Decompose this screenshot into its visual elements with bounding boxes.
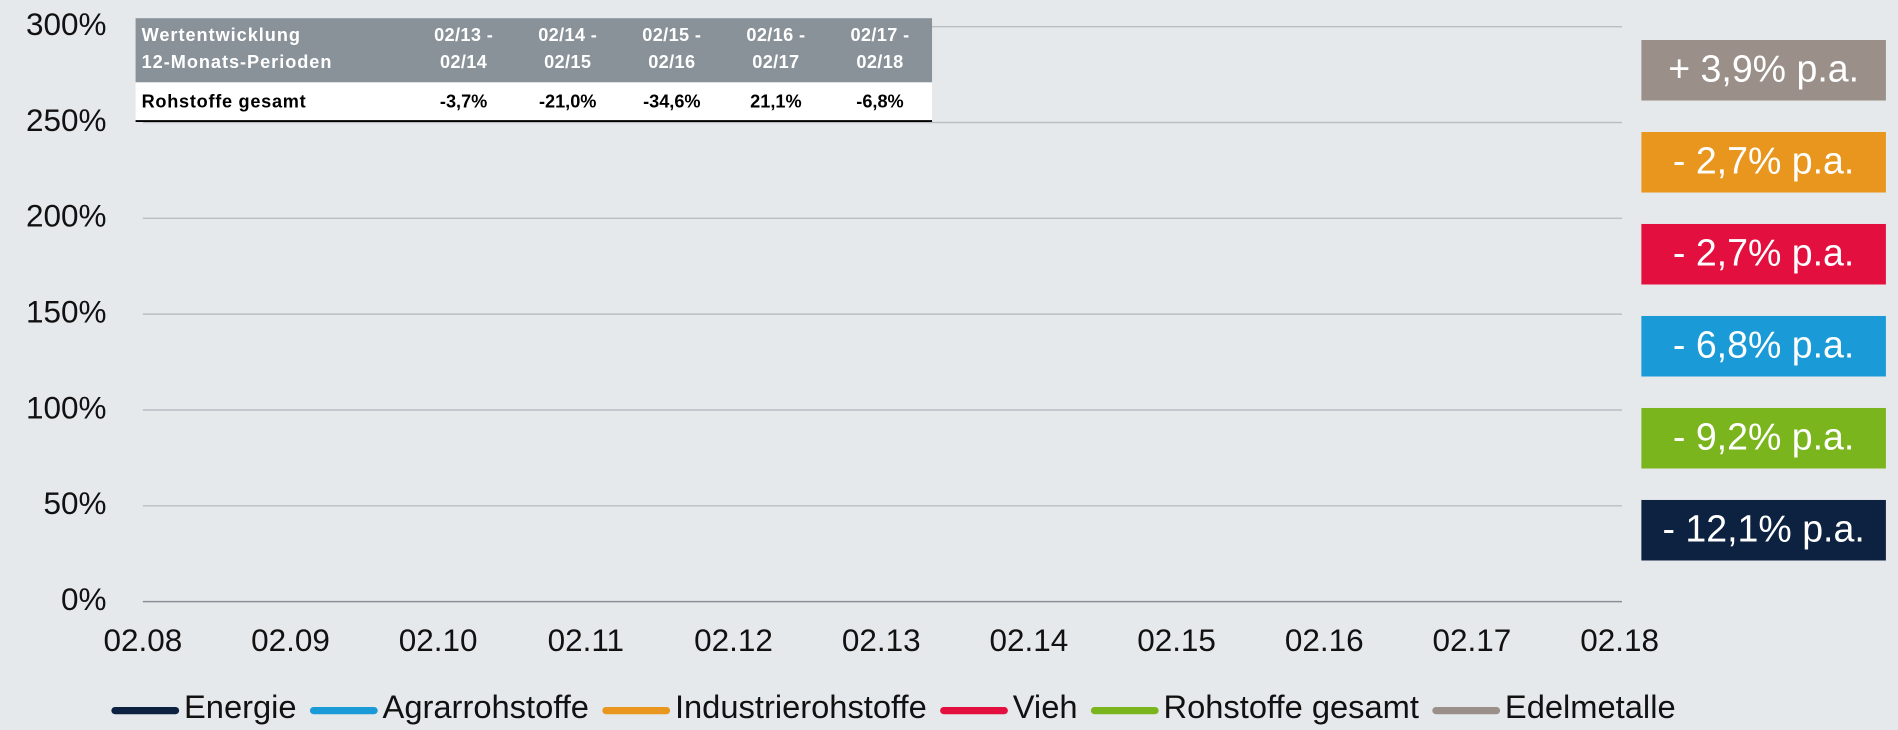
table-header-cell: Wertentwicklung xyxy=(142,25,301,45)
annotation-box xyxy=(1641,407,1886,469)
y-tick-label: 100% xyxy=(26,390,106,425)
x-tick-label: 02.17 xyxy=(1433,623,1512,658)
y-tick-label: 250% xyxy=(26,103,106,138)
annotation-box xyxy=(1641,315,1886,377)
table-header-cell: 02/15 xyxy=(544,52,591,72)
y-tick-label: 150% xyxy=(26,294,106,329)
legend-label: Vieh xyxy=(1013,688,1078,725)
table-header-cell: 02/15 - xyxy=(642,25,701,45)
x-tick-label: 02.16 xyxy=(1285,623,1364,658)
table-header-cell: 02/16 xyxy=(648,52,695,72)
annotation-text: - 2,7% p.a. xyxy=(1673,231,1854,273)
table-cell: -3,7% xyxy=(440,92,487,112)
x-tick-label: 02.12 xyxy=(694,623,773,658)
table-header-cell: 02/18 xyxy=(856,52,903,72)
x-tick-label: 02.10 xyxy=(399,623,478,658)
table-header-cell: 02/14 - xyxy=(538,25,597,45)
x-tick-label: 02.14 xyxy=(990,623,1069,658)
table-cell: Rohstoffe gesamt xyxy=(142,92,307,112)
table-header-cell: 02/13 - xyxy=(434,25,493,45)
annotation-text: - 6,8% p.a. xyxy=(1673,323,1854,365)
annotation-box xyxy=(1641,223,1886,285)
annotation-box xyxy=(1641,131,1886,193)
x-tick-label: 02.15 xyxy=(1137,623,1216,658)
annotation-box xyxy=(1641,499,1886,561)
legend-label: Rohstoffe gesamt xyxy=(1163,688,1418,725)
x-tick-label: 02.08 xyxy=(103,623,182,658)
table-header-cell: 02/17 - xyxy=(850,25,909,45)
annotation-text: - 12,1% p.a. xyxy=(1662,507,1864,549)
table-cell: -21,0% xyxy=(539,92,596,112)
table-header-cell: 02/17 xyxy=(752,52,799,72)
table-header-bg xyxy=(135,18,933,83)
legend-label: Energie xyxy=(184,688,297,725)
y-tick-label: 50% xyxy=(44,486,107,521)
table-cell: -34,6% xyxy=(643,92,700,112)
x-tick-label: 02.09 xyxy=(251,623,330,658)
legend-label: Edelmetalle xyxy=(1505,688,1676,725)
table-header-cell: 02/16 - xyxy=(746,25,805,45)
annotation-text: - 9,2% p.a. xyxy=(1673,415,1854,457)
y-tick-label: 200% xyxy=(26,199,106,234)
table-header-cell: 02/14 xyxy=(440,52,487,72)
y-tick-label: 0% xyxy=(61,582,106,617)
table-cell: 21,1% xyxy=(750,92,801,112)
table-row-bg xyxy=(135,82,933,122)
y-tick-label: 300% xyxy=(26,7,106,42)
x-tick-label: 02.18 xyxy=(1580,623,1659,658)
table-cell: -6,8% xyxy=(856,92,903,112)
table-header-cell: 12-Monats-Perioden xyxy=(142,52,333,72)
x-tick-label: 02.13 xyxy=(842,623,921,658)
annotation-box xyxy=(1641,39,1886,101)
legend-label: Industrierohstoffe xyxy=(675,688,927,725)
legend-label: Agrarrohstoffe xyxy=(383,688,589,725)
annotation-text: - 2,7% p.a. xyxy=(1673,139,1854,181)
annotation-text: + 3,9% p.a. xyxy=(1668,47,1859,89)
x-tick-label: 02.11 xyxy=(548,623,624,658)
